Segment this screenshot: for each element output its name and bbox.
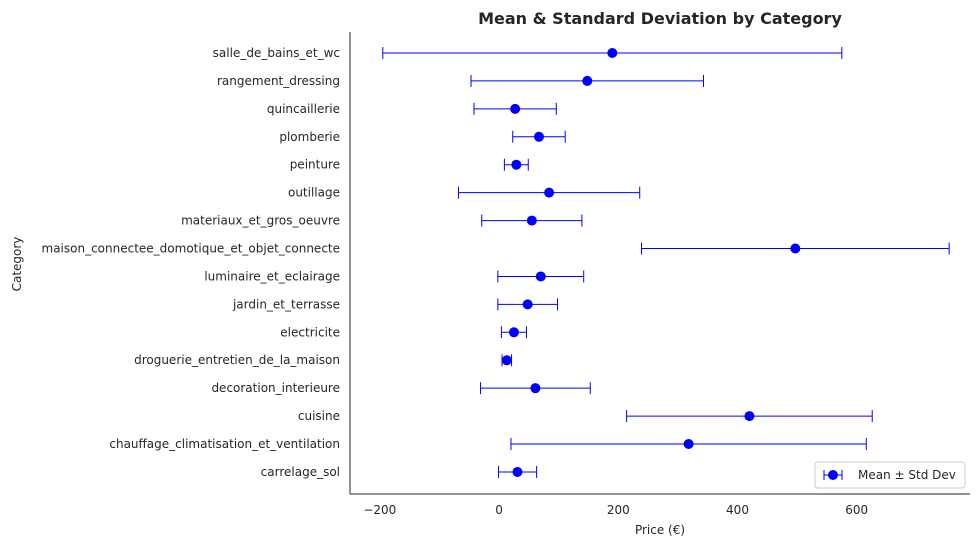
error-bar-decoration_interieure [480, 382, 591, 395]
x-tick-label: 600 [845, 503, 868, 517]
y-tick-label: quincaillerie [267, 102, 340, 116]
mean-point [744, 411, 755, 422]
error-bar-maison_connectee_domotique_et_objet_connecte [641, 242, 950, 255]
error-bar-salle_de_bains_et_wc [382, 47, 843, 59]
y-tick-label: chauffage_climatisation_et_ventilation [109, 437, 340, 451]
mean-point [508, 327, 519, 338]
x-axis-label: Price (€) [635, 523, 685, 537]
y-tick-label: plomberie [279, 130, 340, 144]
y-tick-label: carrelage_sol [261, 465, 340, 479]
y-tick-labels: salle_de_bains_et_wc rangement_dressingqu… [42, 46, 341, 479]
y-tick-label: luminaire_et_eclairage [204, 269, 340, 283]
x-tick-label: 400 [726, 503, 749, 517]
error-bar-carrelage_sol [497, 465, 538, 478]
error-bar-outillage [458, 186, 641, 199]
y-tick-label: peinture [290, 158, 340, 172]
mean-point [511, 159, 522, 170]
y-tick-label: electricite [280, 325, 340, 339]
mean-point [582, 75, 593, 86]
chart-title: Mean & Standard Deviation by Category [478, 9, 842, 28]
legend-box [814, 461, 966, 489]
y-tick-label: salle_de_bains_et_wc [213, 46, 340, 60]
mean-point [533, 131, 544, 142]
legend-label: Mean ± Std Dev [858, 468, 956, 482]
y-tick-label: decoration_interieure [211, 381, 340, 395]
legend: Mean ± Std Dev [814, 461, 966, 489]
y-tick-label: cuisine [298, 409, 340, 423]
legend-marker-dot [828, 470, 838, 480]
mean-point [522, 299, 533, 310]
error-bar-materiaux_et_gros_oeuvre [481, 214, 583, 227]
error-bar-cuisine [626, 410, 873, 423]
x-tick-label: 200 [607, 503, 630, 517]
mean-point [512, 466, 523, 477]
error-bar-droguerie_entretien_de_la_maison [501, 354, 513, 367]
y-tick-label: materiaux_et_gros_oeuvre [181, 214, 340, 228]
y-tick-label: outillage [288, 186, 340, 200]
mean-point [526, 215, 537, 226]
x-tick-label: −200 [363, 503, 396, 517]
mean-point [683, 439, 694, 450]
error-bar-rangement_dressing [470, 74, 705, 87]
x-tick-labels: −200 0 200 400 600 [363, 503, 868, 517]
y-tick-label: maison_connectee_domotique_et_objet_conn… [42, 242, 341, 256]
mean-point [535, 271, 546, 282]
error-bar-electricite [500, 326, 527, 339]
error-bar-jardin_et_terrasse [497, 298, 558, 311]
y-tick-label: rangement_dressing [217, 74, 340, 88]
y-axis-label: Category [10, 237, 24, 292]
y-tick-label: jardin_et_terrasse [232, 297, 340, 311]
x-tick-label: 0 [495, 503, 503, 517]
error-bar-quincaillerie [473, 102, 557, 115]
mean-point [530, 383, 541, 394]
error-bars [382, 47, 950, 478]
error-bar-plomberie [512, 130, 566, 143]
mean-point [790, 243, 801, 254]
mean-point [607, 48, 618, 58]
y-tick-label: droguerie_entretien_de_la_maison [134, 353, 340, 367]
error-bar-luminaire_et_eclairage [497, 270, 585, 283]
mean-point [501, 355, 512, 366]
mean-point [544, 187, 555, 198]
error-bar-peinture [503, 158, 529, 171]
error-bar-chauffage_climatisation_et_ventilation [510, 438, 867, 451]
mean-point [510, 103, 521, 114]
